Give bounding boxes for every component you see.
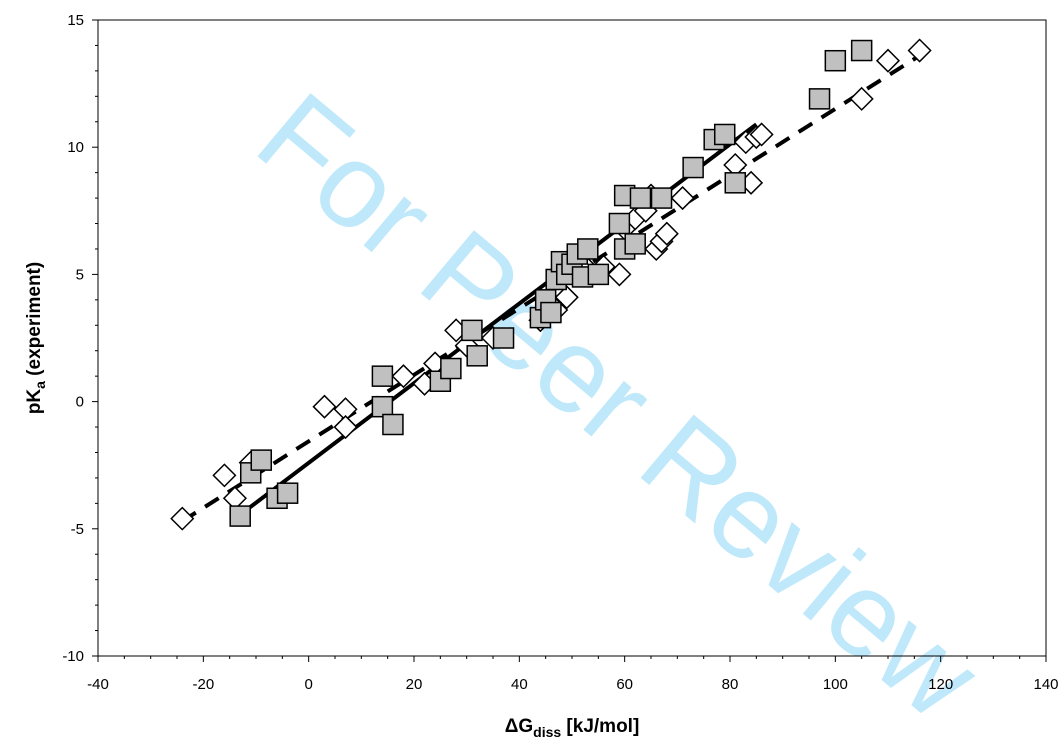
x-tick-label: 100 [823, 676, 848, 693]
square-marker [577, 238, 599, 260]
y-title-sub: a [32, 381, 48, 389]
x-tick-label: -20 [192, 676, 214, 693]
tick-labels: -40 -20 0 20 40 60 80 100 120 140 -10 -5 0 5 10 15 [62, 12, 1058, 693]
x-tick-label: 20 [406, 676, 423, 693]
diamond-marker [875, 48, 901, 73]
diamond-marker [333, 414, 358, 440]
diamond-marker [212, 463, 237, 488]
square-marker [492, 327, 515, 349]
diamond-marker [654, 221, 679, 246]
x-tick-label: 120 [928, 676, 953, 693]
diamond-marker [907, 38, 932, 63]
square-marker [371, 395, 394, 418]
square-marker [250, 449, 273, 471]
square-marker [229, 505, 251, 527]
y-tick-label: 10 [67, 139, 84, 156]
y-title-rest: (experiment) [24, 262, 45, 381]
square-marker [276, 482, 299, 504]
square-marker [808, 88, 831, 110]
diamond-marker [607, 262, 632, 287]
square-marker [624, 233, 646, 255]
y-tick-label: 15 [67, 12, 84, 29]
x-tick-label: 60 [616, 676, 633, 693]
diamond-marker [170, 506, 195, 531]
square-marker [724, 172, 747, 194]
y-axis-title: pKa (experiment) [24, 262, 48, 414]
square-marker [466, 345, 488, 367]
x-tick-label: 140 [1033, 676, 1058, 693]
x-tick-label: 40 [511, 676, 528, 693]
y-tick-label: 5 [76, 266, 84, 283]
axis-ticks [92, 19, 1047, 662]
y-tick-label: 0 [76, 394, 84, 411]
square-marker [461, 319, 483, 342]
square-marker [608, 212, 631, 235]
square-marker [371, 365, 394, 387]
square-marker [850, 39, 873, 62]
square-marker [440, 357, 462, 380]
x-title-main: ΔG [505, 716, 533, 737]
square-marker [824, 49, 847, 72]
x-tick-label: 80 [722, 676, 739, 693]
x-tick-label: 0 [304, 676, 312, 693]
diamond-marker [849, 86, 874, 111]
square-marker [650, 187, 673, 209]
square-marker [629, 187, 652, 209]
x-title-sub: diss [533, 724, 561, 738]
diamond-marker [749, 122, 774, 147]
y-tick-label: -5 [71, 521, 84, 538]
square-marker [540, 301, 562, 324]
square-marker [382, 413, 404, 436]
square-marker [713, 123, 736, 146]
y-tick-label: -10 [62, 648, 84, 665]
y-title-main: pK [24, 389, 45, 415]
x-title-rest: [kJ/mol] [561, 716, 639, 737]
data-markers [170, 38, 932, 531]
diamond-marker [312, 394, 337, 419]
x-tick-label: -40 [87, 676, 109, 693]
square-marker [682, 156, 704, 179]
diamond-marker [391, 364, 416, 389]
diamond-marker [670, 186, 695, 211]
x-axis-title: ΔGdiss [kJ/mol] [505, 716, 640, 738]
square-marker [587, 263, 610, 286]
